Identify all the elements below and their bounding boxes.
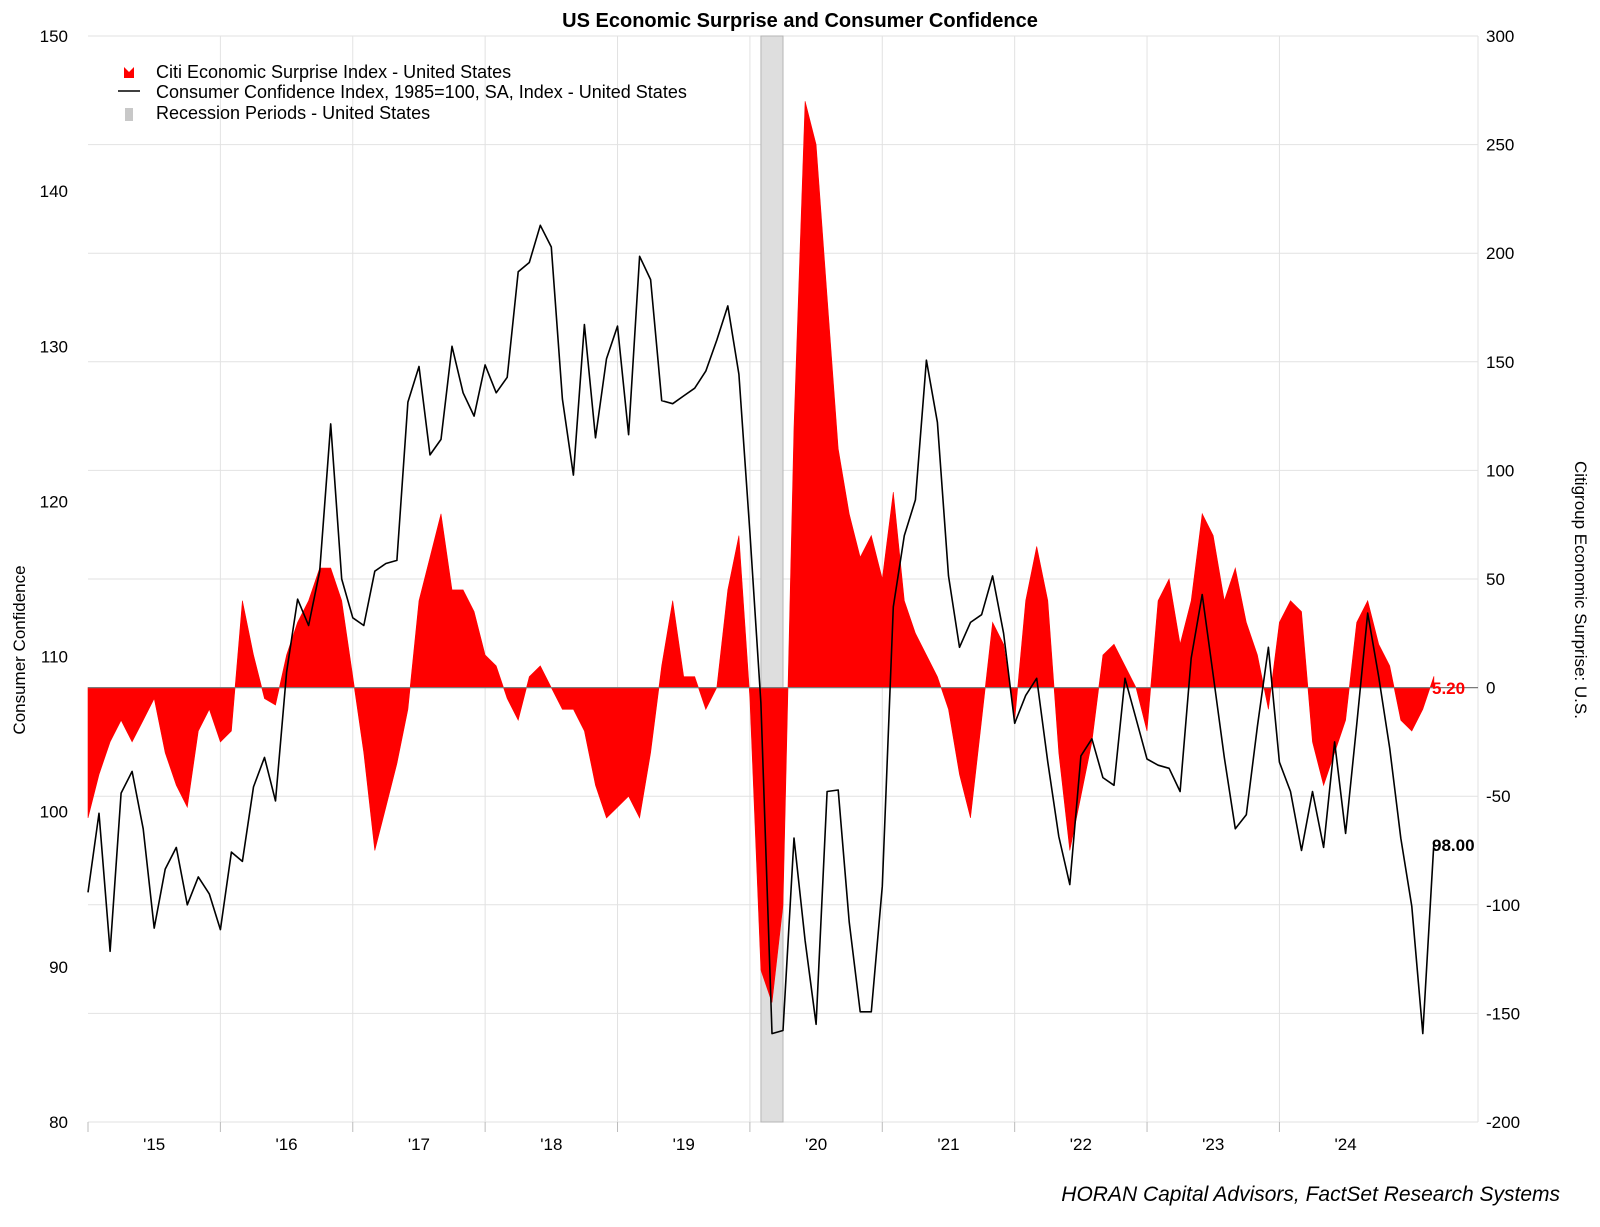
left-axis-tick-label: 80 bbox=[49, 1113, 68, 1132]
x-axis-tick-label: '22 bbox=[1070, 1135, 1092, 1154]
right-axis-tick-label: 300 bbox=[1486, 27, 1514, 46]
x-axis-tick-label: '19 bbox=[673, 1135, 695, 1154]
right-axis-tick-label: -150 bbox=[1486, 1004, 1520, 1023]
legend-confidence-label: Consumer Confidence Index, 1985=100, SA,… bbox=[156, 82, 687, 102]
legend-surprise-label: Citi Economic Surprise Index - United St… bbox=[156, 62, 511, 82]
right-axis-tick-label: 250 bbox=[1486, 136, 1514, 155]
right-axis-tick-label: -200 bbox=[1486, 1113, 1520, 1132]
legend-item-surprise: Citi Economic Surprise Index - United St… bbox=[124, 62, 511, 82]
x-axis-tick-label: '20 bbox=[805, 1135, 827, 1154]
right-axis-tick-label: 0 bbox=[1486, 679, 1495, 698]
x-axis-tick-label: '17 bbox=[408, 1135, 430, 1154]
legend-item-recession: Recession Periods - United States bbox=[125, 103, 430, 123]
surprise-area-series bbox=[87, 101, 1435, 1003]
x-axis-tick-label: '21 bbox=[937, 1135, 959, 1154]
right-axis-tick-label: -100 bbox=[1486, 896, 1520, 915]
right-axis-tick-label: 50 bbox=[1486, 570, 1505, 589]
surprise-last-value: 5.20 bbox=[1432, 679, 1465, 698]
left-axis-tick-label: 100 bbox=[40, 803, 68, 822]
right-axis-tick-label: 100 bbox=[1486, 461, 1514, 480]
left-axis-tick-label: 150 bbox=[40, 27, 68, 46]
left-axis-label: Consumer Confidence bbox=[10, 565, 29, 734]
x-axis-tick-label: '23 bbox=[1202, 1135, 1224, 1154]
legend-surprise-swatch bbox=[124, 67, 134, 78]
right-axis-tick-label: 200 bbox=[1486, 244, 1514, 263]
x-axis-tick-label: '24 bbox=[1335, 1135, 1357, 1154]
left-axis-tick-label: 140 bbox=[40, 182, 68, 201]
x-axis-tick-label: '16 bbox=[275, 1135, 297, 1154]
source-credit: HORAN Capital Advisors, FactSet Research… bbox=[1061, 1183, 1560, 1206]
legend: Citi Economic Surprise Index - United St… bbox=[118, 62, 687, 123]
confidence-line-series bbox=[87, 224, 1435, 1035]
right-axis-tick-label: -50 bbox=[1486, 787, 1511, 806]
legend-recession-swatch bbox=[125, 108, 133, 121]
left-axis-tick-label: 110 bbox=[41, 648, 68, 667]
left-axis-tick-label: 130 bbox=[40, 337, 68, 356]
right-axis-label: Citigroup Economic Surprise: U.S. bbox=[1571, 461, 1590, 719]
legend-recession-label: Recession Periods - United States bbox=[156, 103, 430, 123]
x-axis-tick-label: '18 bbox=[540, 1135, 562, 1154]
legend-item-confidence: Consumer Confidence Index, 1985=100, SA,… bbox=[118, 82, 687, 102]
x-axis-tick-label: '15 bbox=[143, 1135, 165, 1154]
right-axis-tick-label: 150 bbox=[1486, 353, 1514, 372]
confidence-last-value: 98.00 bbox=[1432, 836, 1475, 855]
chart-title: US Economic Surprise and Consumer Confid… bbox=[562, 10, 1038, 32]
left-axis-tick-label: 120 bbox=[40, 492, 68, 511]
left-axis-tick-label: 90 bbox=[49, 958, 68, 977]
